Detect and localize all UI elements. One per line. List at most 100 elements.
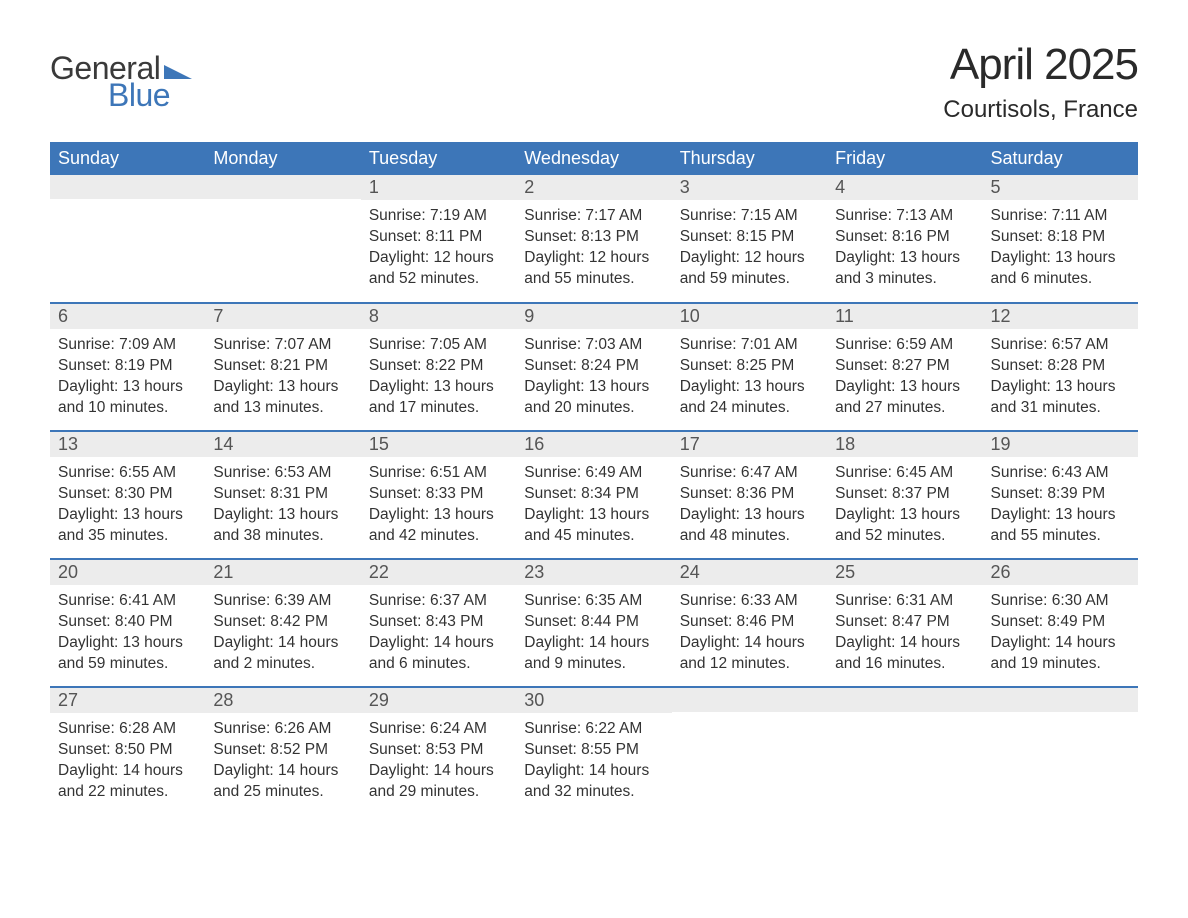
calendar-cell: 11Sunrise: 6:59 AMSunset: 8:27 PMDayligh… [827, 303, 982, 431]
day-info-line: Sunset: 8:30 PM [58, 484, 197, 505]
day-info-line: Sunrise: 7:09 AM [58, 335, 197, 356]
calendar-cell: 7Sunrise: 7:07 AMSunset: 8:21 PMDaylight… [205, 303, 360, 431]
day-info-line: Daylight: 13 hours [524, 377, 663, 398]
day-info-line: Daylight: 12 hours [680, 248, 819, 269]
calendar-cell: 17Sunrise: 6:47 AMSunset: 8:36 PMDayligh… [672, 431, 827, 559]
day-info-line: and 20 minutes. [524, 398, 663, 419]
calendar-cell: 20Sunrise: 6:41 AMSunset: 8:40 PMDayligh… [50, 559, 205, 687]
day-body: Sunrise: 6:33 AMSunset: 8:46 PMDaylight:… [672, 585, 827, 681]
day-info-line: Sunrise: 6:33 AM [680, 591, 819, 612]
day-info-line: and 12 minutes. [680, 654, 819, 675]
day-info-line: and 35 minutes. [58, 526, 197, 547]
day-body: Sunrise: 6:30 AMSunset: 8:49 PMDaylight:… [983, 585, 1138, 681]
day-number: 1 [361, 175, 516, 200]
day-info-line: Sunrise: 6:35 AM [524, 591, 663, 612]
day-number [672, 688, 827, 712]
day-info-line: Sunrise: 6:30 AM [991, 591, 1130, 612]
day-info-line: Sunset: 8:24 PM [524, 356, 663, 377]
day-body: Sunrise: 6:28 AMSunset: 8:50 PMDaylight:… [50, 713, 205, 809]
calendar-cell [50, 175, 205, 303]
day-info-line: Daylight: 14 hours [213, 633, 352, 654]
day-info-line: Sunset: 8:22 PM [369, 356, 508, 377]
calendar-cell: 18Sunrise: 6:45 AMSunset: 8:37 PMDayligh… [827, 431, 982, 559]
day-number: 10 [672, 304, 827, 329]
day-info-line: Sunset: 8:37 PM [835, 484, 974, 505]
day-info-line: and 6 minutes. [991, 269, 1130, 290]
day-info-line: and 59 minutes. [58, 654, 197, 675]
weekday-header: Tuesday [361, 142, 516, 175]
calendar-cell: 27Sunrise: 6:28 AMSunset: 8:50 PMDayligh… [50, 687, 205, 815]
day-info-line: Sunrise: 6:22 AM [524, 719, 663, 740]
weekday-header-row: SundayMondayTuesdayWednesdayThursdayFrid… [50, 142, 1138, 175]
day-info-line: and 24 minutes. [680, 398, 819, 419]
day-info-line: Daylight: 14 hours [835, 633, 974, 654]
weekday-header: Saturday [983, 142, 1138, 175]
day-info-line: Sunset: 8:16 PM [835, 227, 974, 248]
calendar-body: 1Sunrise: 7:19 AMSunset: 8:11 PMDaylight… [50, 175, 1138, 815]
day-info-line: Sunrise: 7:05 AM [369, 335, 508, 356]
day-info-line: Sunset: 8:47 PM [835, 612, 974, 633]
day-number: 20 [50, 560, 205, 585]
day-body: Sunrise: 7:15 AMSunset: 8:15 PMDaylight:… [672, 200, 827, 296]
day-info-line: and 55 minutes. [991, 526, 1130, 547]
day-body: Sunrise: 7:09 AMSunset: 8:19 PMDaylight:… [50, 329, 205, 425]
day-info-line: and 2 minutes. [213, 654, 352, 675]
day-info-line: Daylight: 13 hours [213, 377, 352, 398]
day-info-line: Sunrise: 6:45 AM [835, 463, 974, 484]
day-info-line: Sunrise: 6:39 AM [213, 591, 352, 612]
day-number: 11 [827, 304, 982, 329]
day-body: Sunrise: 7:11 AMSunset: 8:18 PMDaylight:… [983, 200, 1138, 296]
day-number: 2 [516, 175, 671, 200]
day-info-line: Sunrise: 6:26 AM [213, 719, 352, 740]
day-info-line: Sunrise: 6:37 AM [369, 591, 508, 612]
calendar-cell: 2Sunrise: 7:17 AMSunset: 8:13 PMDaylight… [516, 175, 671, 303]
calendar-cell: 24Sunrise: 6:33 AMSunset: 8:46 PMDayligh… [672, 559, 827, 687]
day-body: Sunrise: 6:26 AMSunset: 8:52 PMDaylight:… [205, 713, 360, 809]
day-info-line: Sunrise: 7:11 AM [991, 206, 1130, 227]
day-info-line: Sunset: 8:27 PM [835, 356, 974, 377]
title-block: April 2025 Courtisols, France [943, 40, 1138, 124]
day-info-line: Sunrise: 7:19 AM [369, 206, 508, 227]
day-info-line: Daylight: 13 hours [58, 505, 197, 526]
day-info-line: Sunset: 8:25 PM [680, 356, 819, 377]
day-info-line: and 22 minutes. [58, 782, 197, 803]
weekday-header: Thursday [672, 142, 827, 175]
day-info-line: Daylight: 13 hours [524, 505, 663, 526]
day-info-line: Sunset: 8:11 PM [369, 227, 508, 248]
calendar-cell: 19Sunrise: 6:43 AMSunset: 8:39 PMDayligh… [983, 431, 1138, 559]
calendar-cell: 29Sunrise: 6:24 AMSunset: 8:53 PMDayligh… [361, 687, 516, 815]
weekday-header: Friday [827, 142, 982, 175]
calendar-cell: 5Sunrise: 7:11 AMSunset: 8:18 PMDaylight… [983, 175, 1138, 303]
day-number: 23 [516, 560, 671, 585]
calendar-cell: 16Sunrise: 6:49 AMSunset: 8:34 PMDayligh… [516, 431, 671, 559]
day-info-line: and 38 minutes. [213, 526, 352, 547]
day-number: 30 [516, 688, 671, 713]
day-info-line: and 17 minutes. [369, 398, 508, 419]
day-info-line: Sunrise: 6:47 AM [680, 463, 819, 484]
day-info-line: Sunset: 8:50 PM [58, 740, 197, 761]
day-info-line: Sunset: 8:18 PM [991, 227, 1130, 248]
calendar-cell: 25Sunrise: 6:31 AMSunset: 8:47 PMDayligh… [827, 559, 982, 687]
day-info-line: Daylight: 14 hours [213, 761, 352, 782]
day-info-line: and 6 minutes. [369, 654, 508, 675]
day-info-line: Sunrise: 6:24 AM [369, 719, 508, 740]
day-number [983, 688, 1138, 712]
month-title: April 2025 [943, 40, 1138, 90]
day-body: Sunrise: 6:55 AMSunset: 8:30 PMDaylight:… [50, 457, 205, 553]
day-number: 9 [516, 304, 671, 329]
day-info-line: Sunrise: 6:28 AM [58, 719, 197, 740]
day-info-line: Sunset: 8:21 PM [213, 356, 352, 377]
calendar-cell: 3Sunrise: 7:15 AMSunset: 8:15 PMDaylight… [672, 175, 827, 303]
calendar-cell: 4Sunrise: 7:13 AMSunset: 8:16 PMDaylight… [827, 175, 982, 303]
day-info-line: Sunrise: 7:15 AM [680, 206, 819, 227]
calendar-cell: 9Sunrise: 7:03 AMSunset: 8:24 PMDaylight… [516, 303, 671, 431]
day-info-line: Daylight: 12 hours [369, 248, 508, 269]
day-info-line: Sunrise: 6:31 AM [835, 591, 974, 612]
day-info-line: Sunrise: 7:01 AM [680, 335, 819, 356]
day-number: 27 [50, 688, 205, 713]
day-info-line: and 3 minutes. [835, 269, 974, 290]
day-body: Sunrise: 7:17 AMSunset: 8:13 PMDaylight:… [516, 200, 671, 296]
day-info-line: Daylight: 13 hours [991, 505, 1130, 526]
calendar-week-row: 6Sunrise: 7:09 AMSunset: 8:19 PMDaylight… [50, 303, 1138, 431]
location-subtitle: Courtisols, France [943, 96, 1138, 124]
